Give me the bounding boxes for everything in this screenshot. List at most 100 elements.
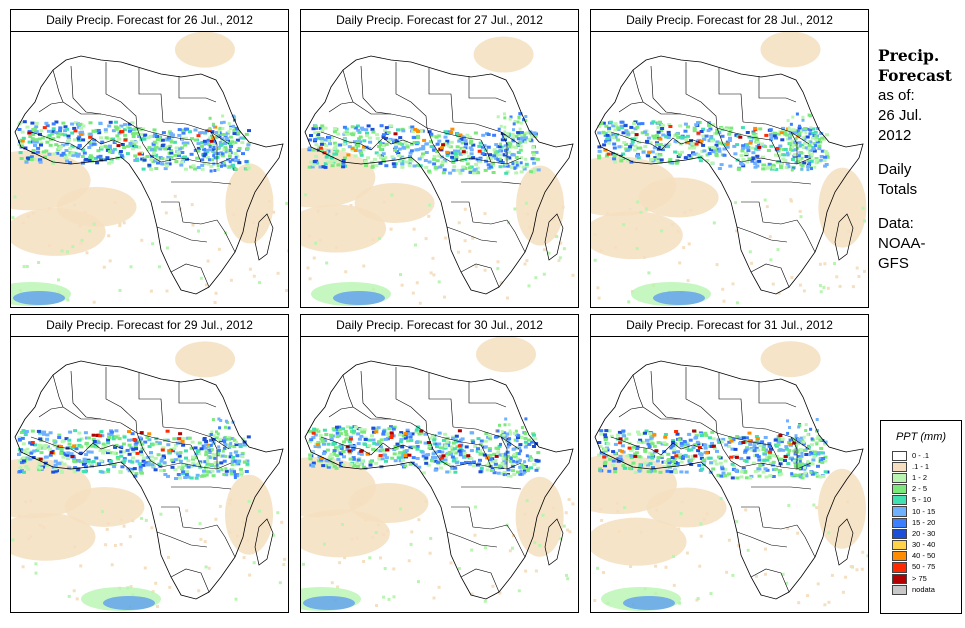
rain-cell (432, 596, 436, 600)
rain-cell (761, 470, 766, 474)
heavy-rain-cell (685, 141, 690, 145)
rain-cell (415, 457, 420, 460)
rain-cell (501, 457, 505, 461)
rain-cell (806, 594, 810, 598)
rain-cell (723, 127, 728, 131)
rain-cell (118, 470, 123, 474)
rain-cell (208, 470, 213, 474)
ocean-rain-core (653, 291, 705, 305)
rain-cell (21, 459, 26, 463)
rain-cell (444, 440, 449, 444)
legend-row: 5 - 10 (892, 495, 935, 506)
rain-cell (287, 249, 288, 253)
rain-cell (38, 160, 43, 164)
rain-cell (211, 122, 215, 126)
rain-cell (785, 581, 789, 585)
madagascar-outline (834, 518, 854, 566)
rain-cell (234, 140, 238, 144)
rain-cell (797, 141, 802, 145)
rain-cell (260, 525, 264, 529)
rain-cell (185, 141, 190, 145)
heavy-rain-cell (748, 141, 753, 145)
rain-cell (220, 468, 224, 472)
rain-cell (750, 159, 755, 163)
rain-cell (641, 150, 646, 154)
rain-cell (335, 425, 339, 429)
rain-cell (709, 148, 714, 152)
rain-cell (557, 259, 561, 262)
rain-cell (223, 133, 228, 137)
rain-cell (70, 446, 75, 450)
rain-cell (632, 445, 636, 449)
rain-cell (132, 143, 137, 147)
rain-cell (350, 537, 354, 541)
rain-cell (336, 163, 341, 167)
rain-cell (227, 154, 232, 158)
rain-cell (201, 444, 206, 448)
rain-cell (726, 445, 731, 448)
rain-cell (159, 469, 163, 473)
rain-cell (611, 152, 616, 156)
rain-cell (767, 162, 772, 166)
rain-cell (210, 158, 215, 162)
rain-cell (790, 473, 794, 477)
rain-cell (154, 167, 159, 170)
rain-cell (516, 470, 520, 474)
country-border (156, 531, 208, 548)
rain-cell (507, 141, 511, 145)
rain-cell (197, 441, 202, 445)
rain-cell (685, 455, 690, 459)
rain-cell (720, 467, 725, 471)
rain-cell (40, 444, 45, 448)
rain-cell (179, 163, 184, 167)
rain-cell (62, 133, 67, 137)
rain-cell (823, 455, 828, 459)
rain-cell (515, 163, 519, 167)
rain-cell (381, 133, 386, 137)
country-border (30, 131, 82, 151)
rain-cell (660, 454, 665, 458)
rain-cell (355, 141, 360, 145)
rain-cell (478, 160, 483, 163)
heavy-rain-cell (73, 129, 78, 133)
rain-cell (719, 497, 723, 501)
rain-cell (215, 430, 218, 434)
rain-cell (692, 152, 697, 156)
rain-cell (524, 157, 528, 161)
rain-cell (151, 590, 155, 594)
rain-cell (624, 129, 629, 133)
rain-cell (490, 164, 495, 168)
rain-cell (505, 135, 509, 139)
rain-cell (310, 165, 315, 169)
rain-cell (400, 142, 405, 146)
rain-cell (500, 138, 505, 142)
heavy-rain-cell (322, 151, 327, 155)
rain-cell (424, 461, 429, 465)
rain-cell (143, 440, 148, 444)
country-border (650, 370, 682, 420)
rain-cell (365, 131, 369, 135)
rain-cell (207, 162, 211, 166)
rain-cell (607, 429, 612, 433)
country-border (751, 486, 812, 490)
rain-cell (374, 164, 379, 168)
rain-cell (682, 136, 687, 140)
rain-cell (133, 445, 138, 449)
rain-cell (320, 129, 325, 133)
rain-cell (623, 124, 628, 128)
rain-cell (615, 133, 620, 137)
rain-cell (66, 250, 70, 254)
rain-cell (439, 466, 443, 470)
rain-cell (409, 438, 414, 442)
rain-cell (499, 124, 503, 128)
rain-cell (437, 442, 442, 446)
rain-cell (147, 163, 152, 167)
rain-cell (440, 160, 445, 164)
rain-cell (411, 456, 416, 460)
country-border (395, 62, 428, 129)
rain-cell (801, 118, 805, 122)
rain-cell (559, 241, 563, 245)
rain-cell (696, 153, 701, 157)
rain-cell (23, 146, 28, 150)
rain-cell (807, 143, 812, 147)
